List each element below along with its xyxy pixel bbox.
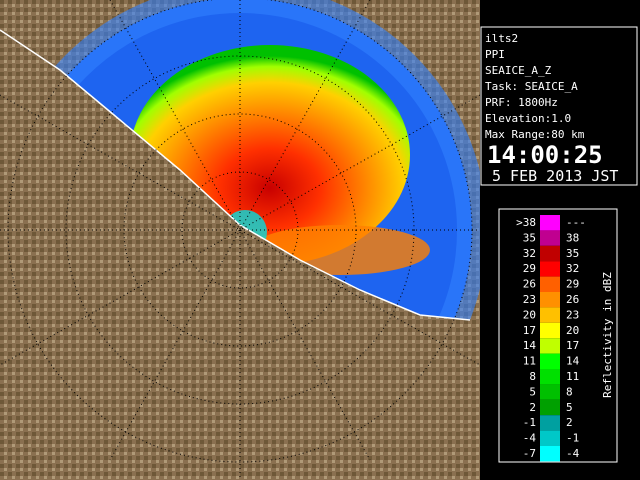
legend-high: 32 [566, 262, 579, 275]
legend-high: 29 [566, 278, 579, 291]
legend-swatch [540, 261, 560, 277]
legend-high: 11 [566, 370, 579, 383]
max-range: Max Range:80 km [485, 128, 585, 141]
legend-swatch [540, 384, 560, 400]
legend-high: 8 [566, 385, 573, 398]
legend-low: -7 [523, 447, 536, 460]
legend-low: -4 [523, 432, 537, 445]
mode: PPI [485, 48, 505, 61]
legend-high: --- [566, 216, 586, 229]
legend-low: 23 [523, 293, 536, 306]
elevation: Elevation:1.0 [485, 112, 571, 125]
legend-low: 20 [523, 308, 536, 321]
legend-swatch [540, 338, 560, 354]
date: 5 FEB 2013 JST [492, 167, 618, 185]
legend-swatch [540, 322, 560, 339]
legend-swatch [540, 292, 560, 308]
legend-low: 8 [529, 370, 536, 383]
legend-high: 38 [566, 231, 579, 244]
legend-low: -1 [523, 416, 536, 429]
legend-swatch [540, 369, 560, 385]
legend-high: 14 [566, 355, 580, 368]
prf: PRF: 1800Hz [485, 96, 558, 109]
legend-low: 14 [523, 339, 537, 352]
legend-low: >38 [516, 216, 536, 229]
legend-high: -1 [566, 432, 579, 445]
legend-high: 35 [566, 247, 579, 260]
legend-low: 32 [523, 247, 536, 260]
legend-swatch [540, 446, 560, 462]
legend-swatch [540, 245, 560, 262]
legend-swatch [540, 307, 560, 323]
legend-high: 23 [566, 308, 579, 321]
legend-high: 5 [566, 401, 573, 414]
legend-swatch [540, 415, 560, 431]
map [0, 0, 480, 480]
range-rings [0, 0, 480, 480]
product: SEAICE_A_Z [485, 64, 552, 77]
legend-swatch [540, 399, 560, 416]
task: Task: SEAICE_A [485, 80, 578, 93]
legend-high: -4 [566, 447, 580, 460]
legend-low: 5 [529, 385, 536, 398]
legend-low: 17 [523, 324, 536, 337]
legend-low: 11 [523, 355, 536, 368]
legend-high: 2 [566, 416, 573, 429]
legend-title: Reflectivity in dBZ [601, 272, 614, 398]
legend-swatch [540, 230, 560, 246]
legend-swatch [540, 276, 560, 292]
land [0, 30, 480, 480]
legend-swatch [540, 430, 560, 446]
time: 14:00:25 [487, 141, 603, 169]
legend-swatch [540, 353, 560, 369]
legend-low: 26 [523, 278, 536, 291]
legend-high: 26 [566, 293, 579, 306]
legend-swatch [540, 215, 560, 231]
legend-low: 35 [523, 231, 536, 244]
legend: >38 --- 35 38 32 35 29 32 26 29 23 26 20 23 17 20 14 17 11… [516, 215, 586, 462]
legend-low: 2 [529, 401, 536, 414]
legend-box [498, 208, 618, 463]
info-box [480, 26, 638, 186]
legend-high: 17 [566, 339, 579, 352]
station: ilts2 [485, 32, 518, 45]
legend-low: 29 [523, 262, 536, 275]
legend-high: 20 [566, 324, 579, 337]
